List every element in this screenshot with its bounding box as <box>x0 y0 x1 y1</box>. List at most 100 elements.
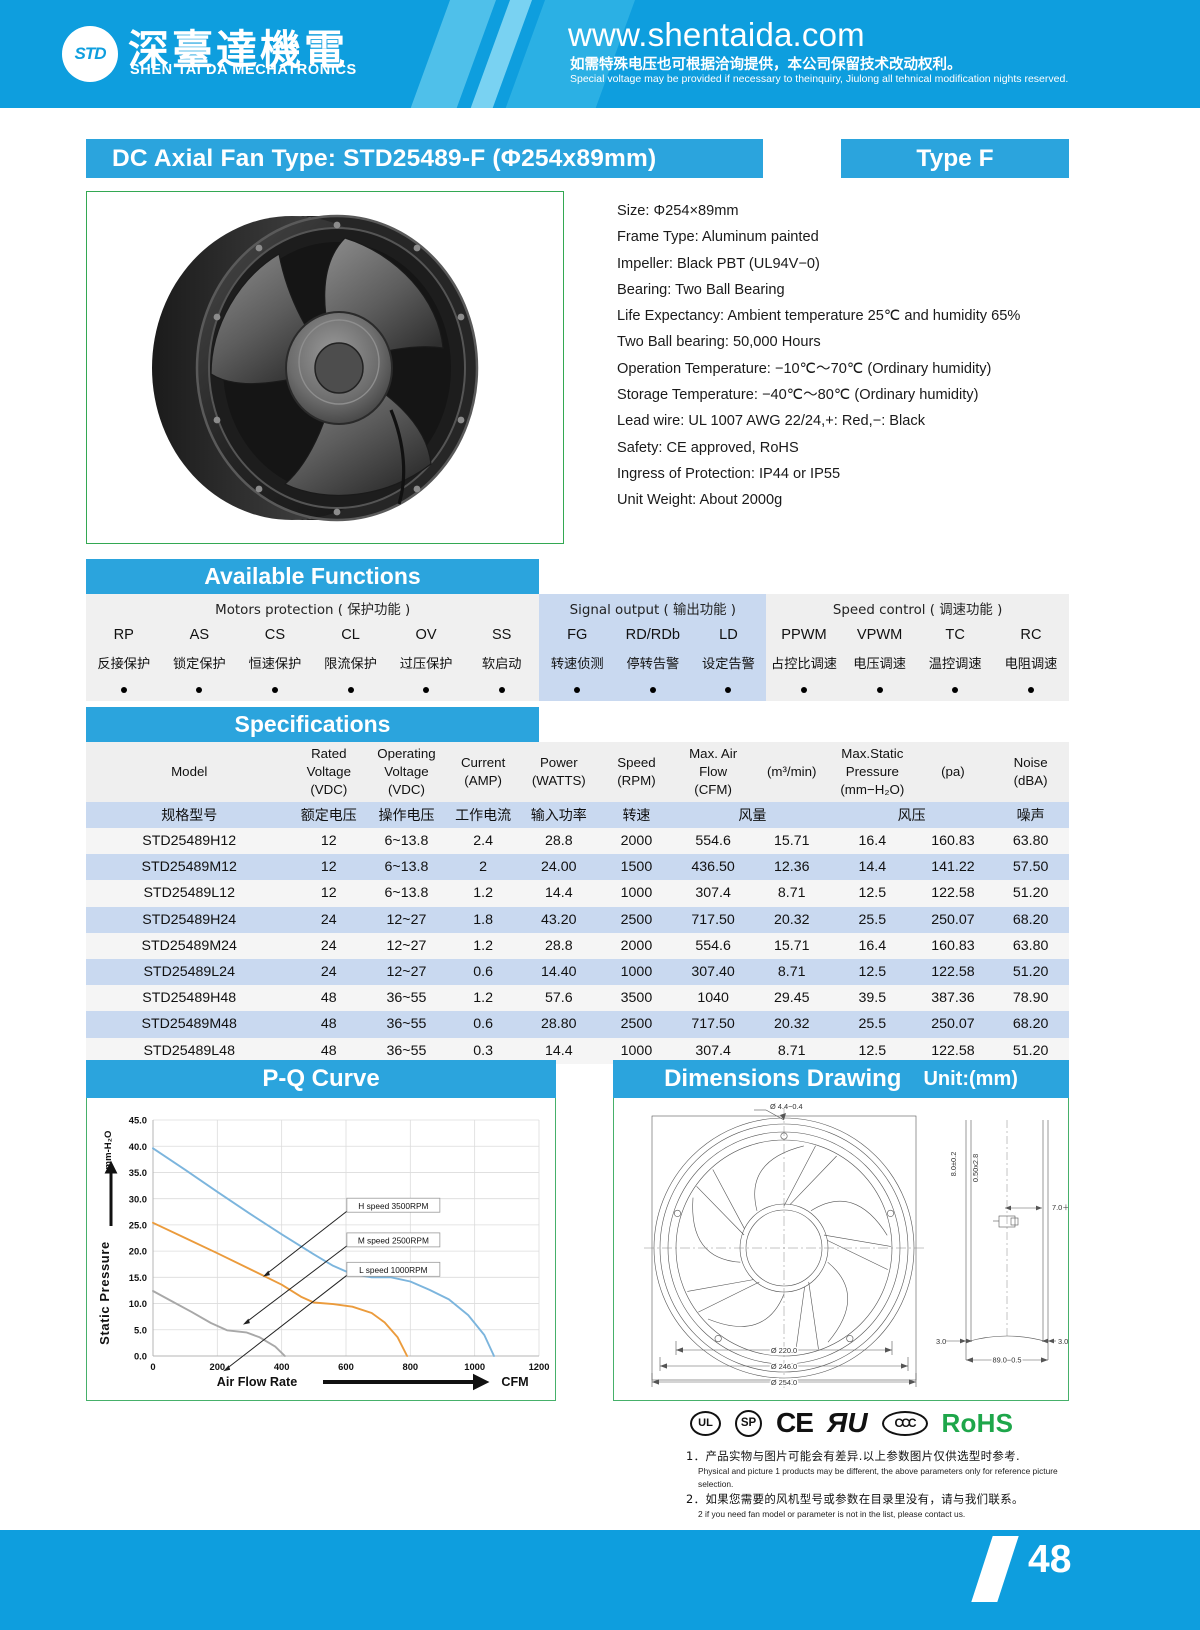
spec-value-cell: 14.40 <box>518 958 600 986</box>
spec-value-cell: 12.5 <box>831 880 914 907</box>
spec-value-cell: 387.36 <box>913 985 993 1012</box>
footnote-en: 2 if you need fan model or parameter is … <box>698 1509 966 1519</box>
y-axis-tick-label: 5.0 <box>134 1324 147 1335</box>
x-axis-title: Air Flow Rate <box>217 1375 297 1389</box>
csa-icon: SP <box>735 1409 762 1437</box>
pq-curve-panel: 0.0 5.0 10.0 15.0 20.0 25.0 30.0 35.0 40.0 45.0 0 2… <box>86 1098 556 1401</box>
function-label-cn: 过压保护 <box>388 649 464 676</box>
spec-value-cell: 28.8 <box>518 828 600 855</box>
spec-column-header: Noise (dBA) <box>992 742 1069 802</box>
spec-value-cell: 36~55 <box>365 1011 448 1038</box>
certification-logos: UL SP CE ЯU CCC RoHS <box>690 1404 1070 1442</box>
spec-value-cell: 1500 <box>599 854 674 881</box>
function-code: RD/RDb <box>615 621 691 649</box>
annotation-arrow <box>226 1274 348 1369</box>
table-row: STD25489H12 12 6~13.8 2.4 28.8 2000 554.6 15.71… <box>86 828 1069 855</box>
annotation-arrowhead <box>223 1365 231 1372</box>
page-number: 48 <box>1028 1538 1072 1581</box>
function-available-dot <box>841 676 918 701</box>
spec-column-header: (m³/min) <box>752 742 832 802</box>
function-available-dot <box>388 676 464 701</box>
impeller-strut <box>827 1240 888 1270</box>
spec-value-cell: 63.80 <box>992 932 1069 959</box>
y-axis-tick-label: 45.0 <box>129 1115 147 1126</box>
dimensions-panel: Ø 4.4−0.4 Ø 220.0 Ø 246.0 Ø 254.0 7.0＋0.5 8.0… <box>613 1098 1069 1401</box>
spec-item: Unit Weight: About 2000g <box>617 492 783 509</box>
spec-column-header: Operating Voltage (VDC) <box>365 742 448 802</box>
x-axis-tick-label: 600 <box>338 1361 354 1372</box>
spec-value-cell: 12.5 <box>831 958 914 986</box>
spec-value-cell: 24 <box>292 958 366 986</box>
table-row: STD25489H24 24 12~27 1.8 43.20 2500 717.50 20.3… <box>86 906 1069 933</box>
function-available-dot <box>312 676 389 701</box>
spec-column-header-cn: 规格型号 <box>86 802 293 828</box>
impeller-strut <box>698 1281 760 1313</box>
impeller-strut <box>783 1145 816 1207</box>
y-axis-tick-label: 0.0 <box>134 1351 147 1362</box>
spec-value-cell: 141.22 <box>913 854 993 881</box>
function-label-cn: 温控调速 <box>917 649 993 676</box>
function-available-dot <box>690 676 767 701</box>
spec-value-cell: 25.5 <box>831 1011 914 1038</box>
y-axis-tick-label: 30.0 <box>129 1193 147 1204</box>
y-axis-tick-label: 20.0 <box>129 1246 147 1257</box>
spec-item: Impeller: Black PBT (UL94V−0) <box>617 255 820 272</box>
logo-initials: STD <box>74 44 107 63</box>
spec-value-cell: 24.00 <box>518 854 600 881</box>
function-code: FG <box>539 621 616 649</box>
spec-value-cell: 8.71 <box>752 1037 832 1064</box>
function-label-cn: 设定告警 <box>690 649 767 676</box>
footnote-cn: 1．产品实物与图片可能会有差异.以上参数图片仅供选型时参考. <box>686 1449 1021 1463</box>
spec-value-cell: 39.5 <box>831 985 914 1012</box>
flange-dimension-label: 7.0＋0.5 <box>1052 1203 1069 1212</box>
ul-icon: UL <box>690 1410 721 1436</box>
lip-right-label: 3.0 <box>1058 1337 1068 1346</box>
spec-value-cell: 24 <box>292 932 366 959</box>
x-axis-tick-label: 1000 <box>464 1361 485 1372</box>
spec-value-cell: 436.50 <box>673 854 753 881</box>
function-group-label: Speed control ( 调速功能 ) <box>766 594 1069 621</box>
spec-value-cell: 1000 <box>599 958 674 986</box>
footnote-en: Physical and picture 1 products may be d… <box>698 1466 1058 1489</box>
company-website[interactable]: www.shentaida.com <box>568 16 865 53</box>
spec-value-cell: 250.07 <box>913 906 993 933</box>
spec-value-cell: 12 <box>292 880 366 907</box>
spec-column-header: Current (AMP) <box>447 742 519 802</box>
function-label-cn: 电压调速 <box>841 649 918 676</box>
spec-value-cell: 3500 <box>599 985 674 1012</box>
spec-value-cell: 29.45 <box>752 985 832 1012</box>
spec-value-cell: 12~27 <box>365 958 448 986</box>
spec-item: Safety: CE approved, RoHS <box>617 439 799 456</box>
function-available-dot <box>766 676 842 701</box>
spec-value-cell: 1.2 <box>447 932 519 959</box>
y-axis-tick-label: 40.0 <box>129 1141 147 1152</box>
mounting-hole <box>673 1209 681 1217</box>
legend-label: M speed 2500RPM <box>358 1235 429 1245</box>
spec-item: Size: Φ254×89mm <box>617 203 739 219</box>
spec-item: Life Expectancy: Ambient temperature 25℃… <box>617 308 1021 325</box>
lip-left-label: 3.0 <box>936 1337 946 1346</box>
x-axis-unit-label: CFM <box>501 1375 528 1389</box>
header-note-cn: 如需特殊电压也可根据洽询提供，本公司保留技术改动权利。 <box>570 57 962 73</box>
spec-value-cell: 307.4 <box>673 1037 753 1064</box>
model-name-cell: STD25489M24 <box>86 932 293 959</box>
fan-illustration <box>152 214 479 522</box>
specifications-heading: Specifications <box>86 707 539 742</box>
function-available-dot <box>86 676 162 701</box>
available-functions-heading: Available Functions <box>86 559 539 594</box>
spec-value-cell: 48 <box>292 1011 366 1038</box>
dimensions-unit: Unit:(mm) <box>923 1067 1018 1090</box>
spec-column-header-cn: 风压 <box>831 802 993 828</box>
function-label-cn: 占控比调速 <box>766 649 842 676</box>
impeller-blade <box>707 1293 785 1327</box>
table-row: STD25489L12 12 6~13.8 1.2 14.4 1000 307.4 8.71 1… <box>86 880 1069 907</box>
function-label-cn: 停转告警 <box>615 649 691 676</box>
function-group-label: Signal output ( 输出功能 ) <box>539 594 767 621</box>
hole-arrowhead <box>780 1113 786 1120</box>
page-header: STD 深臺達機電 SHEN TAI DA MECHATRONICS www.s… <box>0 0 1200 108</box>
spec-value-cell: 48 <box>292 985 366 1012</box>
spec-item: Frame Type: Aluminum painted <box>617 229 819 246</box>
impeller-strut <box>823 1234 892 1247</box>
function-code: PPWM <box>766 621 842 649</box>
spec-item: Two Ball bearing: 50,000 Hours <box>617 334 821 351</box>
